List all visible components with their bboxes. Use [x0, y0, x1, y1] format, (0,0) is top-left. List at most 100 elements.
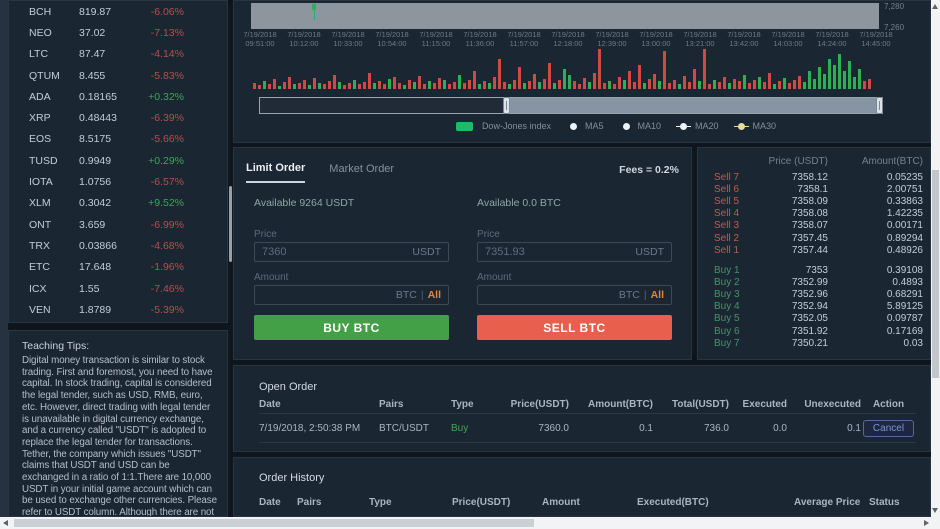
volume-bar	[508, 84, 511, 89]
order-type: Buy	[451, 422, 469, 434]
scroll-left-arrow-icon[interactable]	[3, 520, 8, 526]
coin-price: 1.8789	[79, 303, 112, 316]
coin-row[interactable]: VEN 1.8789 -5.39%	[9, 299, 227, 320]
scroll-right-arrow-icon[interactable]	[924, 520, 929, 526]
open-order-title: Open Order	[259, 381, 318, 393]
vertical-scrollbar-thumb[interactable]	[932, 170, 939, 378]
volume-bar	[253, 83, 256, 89]
orderbook-sell-row[interactable]: Sell 4 7358.08 1.42235	[714, 208, 923, 220]
coin-change: +0.32%	[148, 90, 184, 103]
divider: |	[643, 289, 647, 301]
tab-market-order[interactable]: Market Order	[329, 162, 394, 183]
buy-price-field: USDT	[254, 242, 449, 262]
sell-price-field: USDT	[477, 242, 672, 262]
coin-row[interactable]: LTC 87.47 -4.14%	[9, 44, 227, 65]
volume-bar	[633, 82, 636, 89]
volume-bar	[578, 84, 581, 89]
legend-ma-item[interactable]: MA30	[733, 121, 776, 131]
orderbook-sell-row[interactable]: Sell 7 7358.12 0.05235	[714, 171, 923, 183]
coin-row[interactable]: NEO 37.02 -7.13%	[9, 22, 227, 43]
orderbook-buy-row[interactable]: Buy 6 7351.92 0.17169	[714, 325, 923, 337]
coin-row[interactable]: ADA 0.18165 +0.32%	[9, 86, 227, 107]
legend-ma-item[interactable]: MA20	[676, 121, 719, 131]
orderbook-buy-row[interactable]: Buy 3 7352.96 0.68291	[714, 288, 923, 300]
datazoom-slider[interactable]	[259, 97, 883, 114]
scroll-up-arrow-icon[interactable]	[932, 4, 938, 9]
x-tick-date: 7/19/2018	[727, 30, 761, 39]
coin-row[interactable]: TRX 0.03866 -4.68%	[9, 235, 227, 256]
coin-change: -5.39%	[150, 303, 184, 316]
coin-list-scrollbar-thumb[interactable]	[229, 186, 232, 262]
chart-overview-band[interactable]	[251, 3, 879, 29]
volume-bar	[678, 84, 681, 89]
volume-bar	[628, 71, 631, 89]
y-axis-label: 7,280	[884, 2, 905, 11]
order-entry-panel: Limit Order Market Order Fees = 0.2% Ava…	[233, 147, 692, 360]
coin-row[interactable]: ETC 17.648 -1.96%	[9, 257, 227, 278]
ma-line-icon	[733, 122, 749, 131]
orderbook-level-label: Buy 3	[714, 288, 740, 300]
volume-bar	[483, 81, 486, 89]
orderbook-sell-row[interactable]: Sell 5 7358.09 0.33863	[714, 195, 923, 207]
horizontal-scrollbar-thumb[interactable]	[14, 519, 534, 527]
sell-all-button[interactable]: All	[650, 289, 664, 301]
sell-button[interactable]: SELL BTC	[477, 315, 672, 340]
orderbook-sell-row[interactable]: Sell 3 7358.07 0.00171	[714, 220, 923, 232]
open-order-header: Pairs	[379, 399, 404, 410]
coin-row[interactable]: ONT 3.659 -6.99%	[9, 214, 227, 235]
orderbook-buy-row[interactable]: Buy 5 7352.05 0.09787	[714, 313, 923, 325]
volume-bar	[773, 84, 776, 89]
sell-price-input[interactable]	[485, 246, 632, 258]
coin-price: 3.659	[79, 218, 106, 231]
sell-amount-input[interactable]	[485, 289, 615, 301]
volume-bar	[753, 80, 756, 89]
order-book-amount-header: Amount(BTC)	[861, 156, 923, 167]
tab-limit-order[interactable]: Limit Order	[246, 162, 306, 183]
orderbook-sell-row[interactable]: Sell 6 7358.1 2.00751	[714, 183, 923, 195]
buy-button[interactable]: BUY BTC	[254, 315, 449, 340]
coin-row[interactable]: TUSD 0.9949 +0.29%	[9, 150, 227, 171]
order-type-tabs: Limit Order Market Order	[246, 162, 394, 183]
orderbook-sell-row[interactable]: Sell 1 7357.44 0.48926	[714, 244, 923, 256]
buy-all-button[interactable]: All	[427, 289, 441, 301]
volume-bar	[448, 84, 451, 89]
scroll-down-arrow-icon[interactable]	[932, 508, 938, 513]
buy-amount-input[interactable]	[262, 289, 392, 301]
volume-bar	[843, 71, 846, 89]
x-tick-date: 7/19/2018	[507, 30, 541, 39]
datazoom-handle-left[interactable]	[503, 97, 510, 114]
orderbook-sell-row[interactable]: Sell 2 7357.45 0.89294	[714, 232, 923, 244]
coin-row[interactable]: IOTA 1.0756 -6.57%	[9, 171, 227, 192]
vertical-scrollbar[interactable]	[931, 0, 940, 517]
coin-price: 1.0756	[79, 176, 112, 189]
coin-row[interactable]: BCH 819.87 -6.06%	[9, 1, 227, 22]
order-price: 7360.0	[538, 422, 569, 434]
legend-index-item[interactable]: Dow-Jones index	[455, 121, 551, 131]
datazoom-selected-range[interactable]	[507, 98, 882, 113]
legend-ma-item[interactable]: MA5	[566, 121, 604, 131]
buy-price-input[interactable]	[262, 246, 409, 258]
horizontal-scrollbar[interactable]	[0, 517, 940, 529]
coin-row[interactable]: XLM 0.3042 +9.52%	[9, 193, 227, 214]
volume-bar	[698, 81, 701, 89]
coin-row[interactable]: XRP 0.48443 -6.39%	[9, 107, 227, 128]
coin-row[interactable]: QTUM 8.455 -5.83%	[9, 65, 227, 86]
orderbook-buy-row[interactable]: Buy 4 7352.94 5.89125	[714, 301, 923, 313]
coin-symbol: LTC	[29, 48, 49, 61]
volume-bar	[763, 82, 766, 89]
x-tick: 7/19/2018 11:57:00	[502, 30, 546, 48]
orderbook-price: 7358.09	[791, 195, 828, 207]
teaching-tips-panel: Teaching Tips: Digital money transaction…	[8, 330, 228, 517]
datazoom-handle-right[interactable]	[876, 97, 883, 114]
orderbook-buy-row[interactable]: Buy 2 7352.99 0.4893	[714, 276, 923, 288]
volume-bar	[693, 69, 696, 89]
order-history-header: Average Price	[794, 497, 861, 508]
orderbook-buy-row[interactable]: Buy 7 7350.21 0.03	[714, 337, 923, 349]
coin-row[interactable]: EOS 8.5175 -5.66%	[9, 129, 227, 150]
legend-index-label: Dow-Jones index	[481, 121, 551, 131]
cancel-button[interactable]: Cancel	[862, 419, 915, 437]
orderbook-buy-row[interactable]: Buy 1 7353 0.39108	[714, 264, 923, 276]
coin-row[interactable]: ICX 1.55 -7.46%	[9, 278, 227, 299]
x-tick-time: 10:54:00	[377, 39, 407, 48]
legend-ma-item[interactable]: MA10	[619, 121, 661, 131]
